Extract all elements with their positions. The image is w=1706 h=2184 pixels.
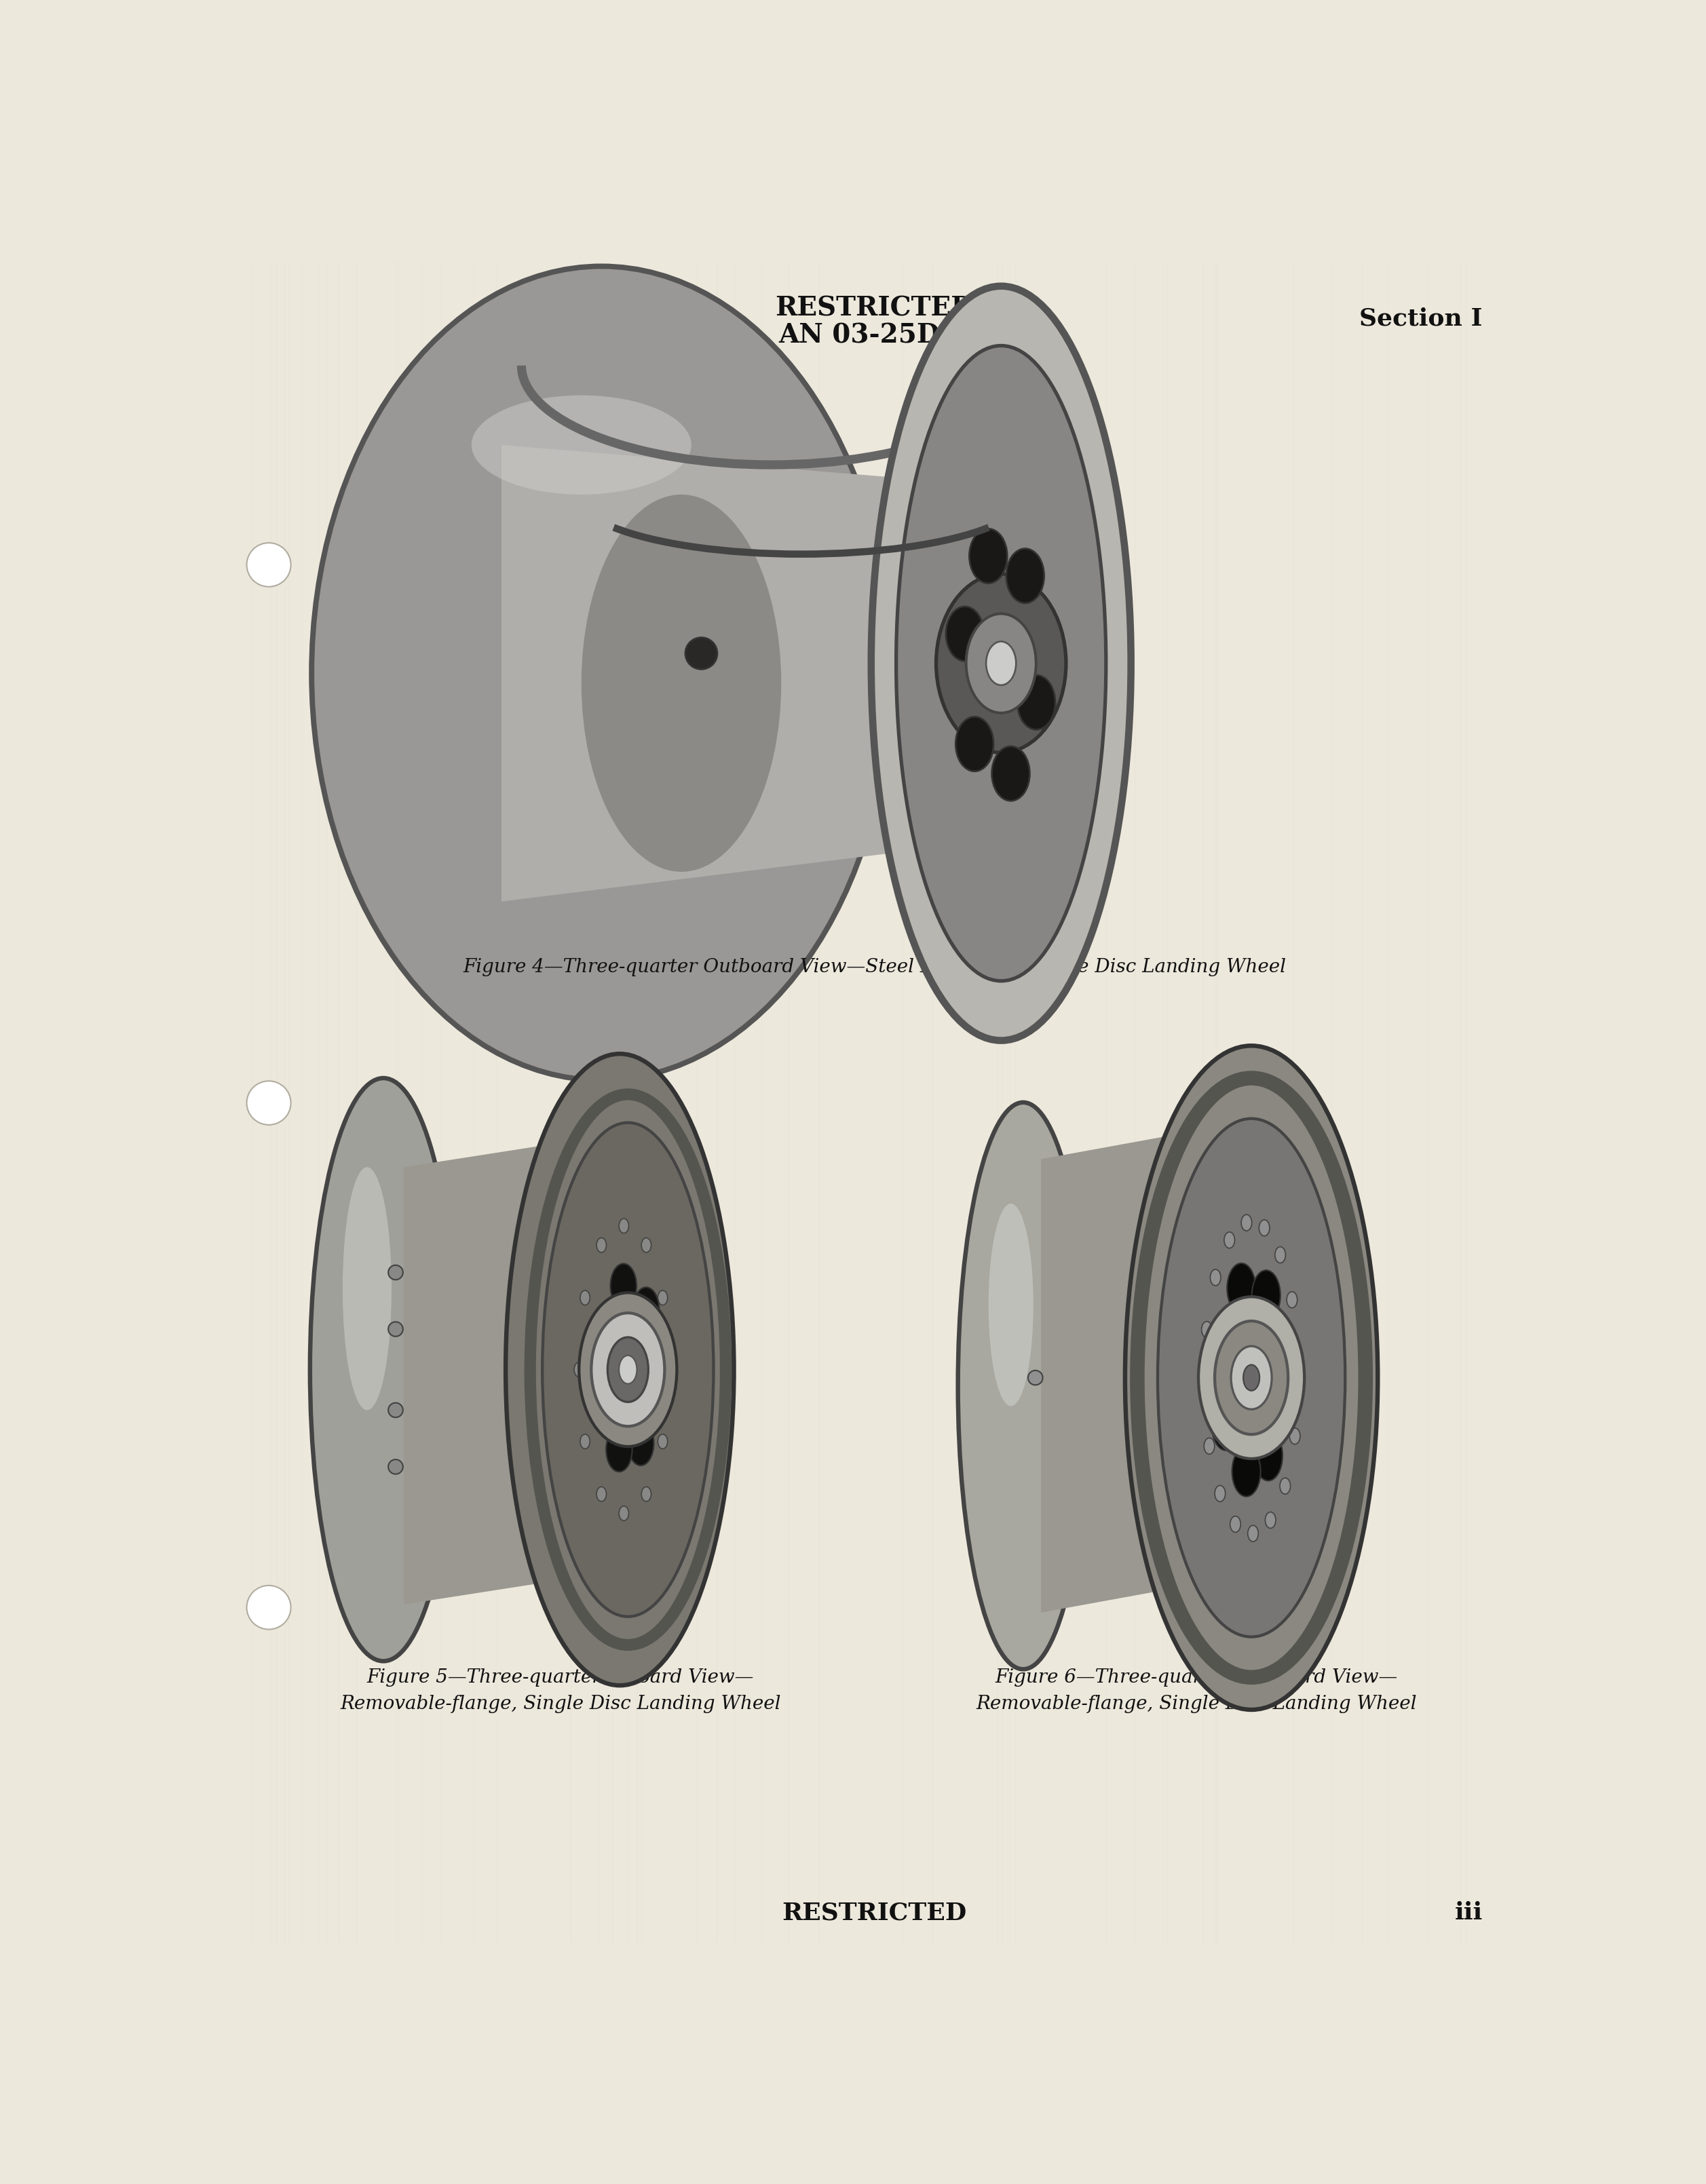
Ellipse shape — [505, 1055, 734, 1686]
Ellipse shape — [640, 1369, 665, 1413]
Ellipse shape — [597, 1487, 606, 1500]
Ellipse shape — [1232, 1446, 1261, 1496]
Ellipse shape — [580, 1435, 590, 1448]
Ellipse shape — [986, 642, 1017, 686]
Ellipse shape — [580, 1291, 590, 1306]
Ellipse shape — [592, 1313, 665, 1426]
Ellipse shape — [1199, 1380, 1210, 1398]
Ellipse shape — [1266, 1511, 1276, 1529]
Ellipse shape — [597, 1238, 606, 1251]
Ellipse shape — [619, 1219, 630, 1234]
Ellipse shape — [988, 1203, 1034, 1406]
Ellipse shape — [966, 614, 1036, 712]
Ellipse shape — [1215, 1321, 1288, 1435]
Ellipse shape — [619, 1356, 636, 1385]
Ellipse shape — [1286, 1291, 1297, 1308]
Circle shape — [1029, 1369, 1042, 1385]
Ellipse shape — [611, 1265, 636, 1308]
Ellipse shape — [1259, 1221, 1269, 1236]
Polygon shape — [404, 1136, 612, 1605]
Ellipse shape — [1230, 1516, 1240, 1533]
Ellipse shape — [590, 1376, 618, 1422]
Ellipse shape — [937, 574, 1066, 753]
Text: Section I: Section I — [1360, 308, 1483, 330]
Ellipse shape — [1201, 1321, 1213, 1337]
Ellipse shape — [1293, 1369, 1303, 1387]
Ellipse shape — [959, 1103, 1088, 1669]
Ellipse shape — [1158, 1118, 1344, 1636]
Ellipse shape — [1252, 1271, 1280, 1321]
Circle shape — [389, 1402, 403, 1417]
Ellipse shape — [1225, 1232, 1235, 1249]
Circle shape — [247, 1081, 290, 1125]
Ellipse shape — [1266, 1328, 1295, 1378]
Ellipse shape — [1227, 1262, 1256, 1313]
Ellipse shape — [578, 1293, 677, 1446]
Ellipse shape — [1007, 548, 1044, 603]
Ellipse shape — [945, 607, 984, 662]
Ellipse shape — [1211, 1400, 1240, 1450]
Ellipse shape — [543, 1123, 713, 1616]
Ellipse shape — [1280, 1479, 1290, 1494]
Ellipse shape — [312, 266, 891, 1081]
Ellipse shape — [582, 494, 781, 871]
Text: Figure 5—Three-quarter Inboard View—: Figure 5—Three-quarter Inboard View— — [367, 1669, 754, 1686]
Ellipse shape — [641, 1487, 652, 1500]
Circle shape — [389, 1459, 403, 1474]
Ellipse shape — [343, 1166, 392, 1411]
Ellipse shape — [641, 1238, 652, 1251]
Ellipse shape — [1232, 1345, 1271, 1409]
Ellipse shape — [896, 345, 1105, 981]
Ellipse shape — [575, 1363, 583, 1376]
Ellipse shape — [1274, 1247, 1286, 1262]
Circle shape — [686, 638, 717, 668]
Ellipse shape — [659, 1435, 667, 1448]
Ellipse shape — [1210, 1319, 1239, 1369]
Text: Figure 4—Three-quarter Outboard View—Steel Fabricated Single Disc Landing Wheel: Figure 4—Three-quarter Outboard View—Ste… — [462, 959, 1286, 976]
Circle shape — [247, 1586, 290, 1629]
Text: RESTRICTED: RESTRICTED — [775, 295, 974, 321]
Text: Removable-flange, Single Disc Landing Wheel: Removable-flange, Single Disc Landing Wh… — [976, 1695, 1418, 1712]
Ellipse shape — [1254, 1431, 1283, 1481]
Ellipse shape — [1017, 675, 1056, 729]
Ellipse shape — [1198, 1297, 1305, 1459]
Ellipse shape — [628, 1422, 653, 1465]
Ellipse shape — [664, 1363, 674, 1376]
Ellipse shape — [1242, 1214, 1252, 1232]
Ellipse shape — [619, 1507, 630, 1520]
Ellipse shape — [1247, 1524, 1259, 1542]
Ellipse shape — [1124, 1046, 1378, 1710]
Polygon shape — [502, 446, 981, 902]
Text: Removable-flange, Single Disc Landing Wheel: Removable-flange, Single Disc Landing Wh… — [339, 1695, 781, 1712]
Ellipse shape — [606, 1428, 633, 1472]
Circle shape — [389, 1321, 403, 1337]
Ellipse shape — [471, 395, 691, 494]
Ellipse shape — [872, 286, 1131, 1040]
Ellipse shape — [1215, 1485, 1225, 1503]
Ellipse shape — [1204, 1437, 1215, 1455]
Ellipse shape — [1290, 1428, 1300, 1444]
Text: RESTRICTED: RESTRICTED — [781, 1902, 967, 1924]
Circle shape — [389, 1265, 403, 1280]
Polygon shape — [1041, 1127, 1218, 1612]
Ellipse shape — [592, 1304, 619, 1350]
Text: iii: iii — [1455, 1902, 1483, 1924]
Ellipse shape — [633, 1286, 659, 1332]
Circle shape — [247, 544, 290, 587]
Ellipse shape — [1266, 1369, 1295, 1420]
Ellipse shape — [955, 716, 993, 771]
Ellipse shape — [659, 1291, 667, 1306]
Ellipse shape — [1210, 1269, 1221, 1286]
Ellipse shape — [607, 1337, 648, 1402]
Ellipse shape — [991, 747, 1030, 802]
Text: AN 03-25D-6: AN 03-25D-6 — [778, 323, 971, 347]
Ellipse shape — [1244, 1365, 1259, 1391]
Ellipse shape — [969, 529, 1007, 583]
Ellipse shape — [1293, 1348, 1303, 1365]
Text: Figure 6—Three-quarter Outboard View—: Figure 6—Three-quarter Outboard View— — [995, 1669, 1397, 1686]
Ellipse shape — [310, 1079, 457, 1662]
